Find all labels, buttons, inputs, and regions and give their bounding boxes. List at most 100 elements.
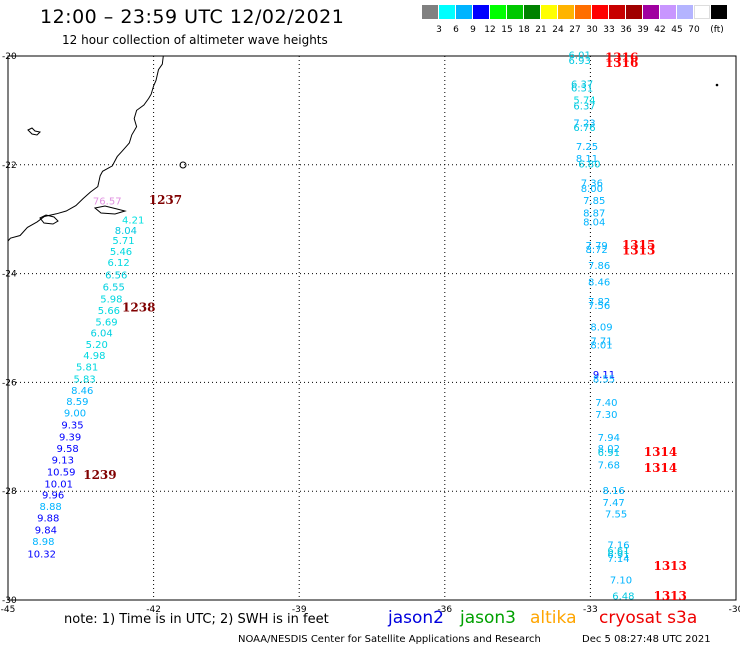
legend-swatch: [422, 5, 438, 19]
legend-label: 70: [688, 25, 700, 35]
pass-time-label: 1315: [622, 238, 655, 252]
wave-height-label: 7.85: [583, 196, 605, 207]
pass-time-label: 1314: [644, 445, 677, 459]
wave-height-label: 7.14: [607, 554, 629, 565]
wave-height-label: 8.02: [598, 444, 620, 455]
legend-swatch: [490, 5, 506, 19]
legend-label: 18: [518, 25, 530, 35]
wave-height-label: 8.72: [586, 245, 608, 256]
wave-height-label: 8.09: [590, 323, 612, 334]
wave-height-label: 9.00: [64, 409, 86, 420]
legend-label: 15: [501, 25, 513, 35]
wave-height-label: 8.46: [71, 386, 93, 397]
coastline: [7, 55, 164, 242]
legend-label: 24: [552, 25, 564, 35]
legend-swatch: [575, 5, 591, 19]
wave-height-label: 8.59: [66, 397, 88, 408]
wave-height-label: 5.46: [110, 247, 132, 258]
wave-height-label: 7.71: [590, 336, 612, 347]
wave-height-label: 7.16: [607, 540, 629, 551]
pass-time-label: 1316: [605, 56, 638, 70]
legend-label: 9: [470, 25, 476, 35]
lon-tick-label: -39: [292, 605, 307, 615]
wave-height-label: 8.16: [603, 486, 625, 497]
legend-swatch: [694, 5, 710, 19]
wave-height-label: 7.23: [573, 119, 595, 130]
wave-height-label: 6.93: [569, 56, 591, 67]
legend-swatch: [456, 5, 472, 19]
wave-height-label: 9.11: [593, 370, 615, 381]
island-outline: [27, 127, 42, 136]
wave-height-label: 8.55: [593, 374, 615, 385]
wave-height-label: 6.76: [573, 123, 595, 134]
wave-height-label: 8.00: [581, 184, 603, 195]
lat-tick-label: -20: [2, 52, 17, 62]
wave-height-label: 4.98: [83, 351, 105, 362]
legend-swatch: [626, 5, 642, 19]
pass-time-label: 1237: [149, 193, 182, 207]
wave-height-label: 8.11: [576, 154, 598, 165]
wave-height-label: 5.69: [95, 317, 117, 328]
satellite-name: altika: [530, 608, 577, 628]
wave-height-label: 6.91: [607, 550, 629, 561]
wave-height-label: 6.04: [91, 329, 113, 340]
legend-swatch: [592, 5, 608, 19]
wave-height-label: 5.66: [98, 306, 120, 317]
credit-line: NOAA/NESDIS Center for Satellite Applica…: [238, 634, 541, 645]
wave-height-label: 7.40: [595, 398, 617, 409]
legend-swatch: [473, 5, 489, 19]
pass-time-label: 1239: [83, 468, 116, 482]
wave-height-label: 6.37: [573, 101, 595, 112]
legend-label: 3: [436, 25, 442, 35]
wave-height-label: 7.86: [588, 261, 610, 272]
legend-swatch: [558, 5, 574, 19]
legend-swatch: [507, 5, 523, 19]
satellite-name: cryosat s3a: [599, 608, 698, 628]
legend-label: 33: [603, 25, 615, 35]
legend-label: (ft): [710, 25, 724, 35]
wave-height-label: 9.39: [59, 433, 81, 444]
legend-swatch: [541, 5, 557, 19]
lon-tick-label: -36: [437, 605, 452, 615]
wave-height-label: 5.71: [112, 236, 134, 247]
lat-tick-label: -26: [2, 378, 17, 388]
wave-height-label: 7.79: [586, 241, 608, 252]
wave-height-label: 7.10: [610, 576, 632, 587]
wave-height-label: 5.20: [86, 340, 108, 351]
wave-height-label: 6.37: [571, 80, 593, 91]
wave-height-label: 6.01: [569, 51, 591, 62]
map-title: 12:00 – 23:59 UTC 12/02/2021: [40, 6, 345, 28]
wave-height-label: 6.61: [607, 546, 629, 557]
wave-height-label: 8.46: [588, 278, 610, 289]
wave-height-label: 6.12: [107, 258, 129, 269]
legend-label: 42: [654, 25, 666, 35]
wave-height-label: 8.88: [40, 502, 62, 513]
footnote: note: 1) Time is in UTC; 2) SWH is in fe…: [64, 612, 329, 627]
island-outline: [179, 161, 187, 169]
wave-height-label: 10.32: [27, 550, 56, 561]
wave-height-label: 9.35: [61, 421, 83, 432]
lon-tick-label: -45: [1, 605, 16, 615]
wave-height-label: 7.56: [588, 301, 610, 312]
wave-height-label: 7.94: [598, 433, 620, 444]
wave-height-label: 9.96: [42, 490, 64, 501]
wave-height-label: 9.58: [57, 444, 79, 455]
legend-swatch: [609, 5, 625, 19]
pass-time-label: 1238: [122, 301, 155, 315]
island-outline: [39, 214, 59, 225]
wave-height-label: 5.83: [74, 374, 96, 385]
wave-height-label: 6.56: [105, 270, 127, 281]
legend-swatch: [677, 5, 693, 19]
wave-height-label: 8.98: [32, 537, 54, 548]
wave-height-label: 5.74: [573, 95, 595, 106]
plot-frame: [7, 55, 737, 601]
wave-height-label: 9.84: [35, 526, 57, 537]
legend-label: 36: [620, 25, 632, 35]
pass-time-label: 1313: [653, 559, 686, 573]
wave-height-label: 7.55: [605, 509, 627, 520]
timestamp: Dec 5 08:27:48 UTC 2021: [582, 634, 711, 645]
wave-height-label: 5.98: [100, 294, 122, 305]
lat-tick-label: -28: [2, 487, 17, 497]
wave-height-label: 6.80: [578, 160, 600, 171]
legend-swatch: [643, 5, 659, 19]
